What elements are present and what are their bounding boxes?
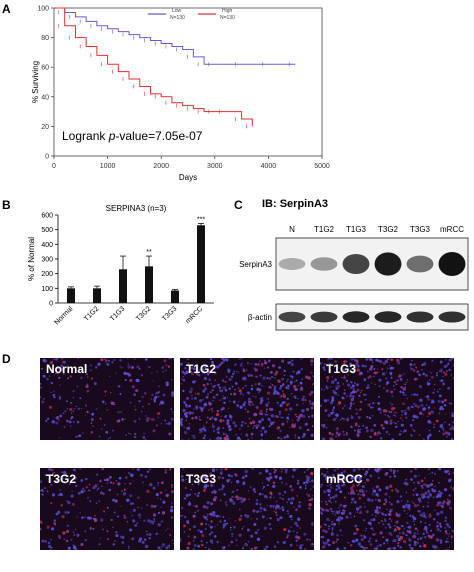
legend-n: N=130 (220, 15, 235, 21)
blot-band (374, 252, 402, 276)
y-tick-label: 0 (49, 301, 53, 308)
survival-chart: 0 1000 2000 3000 4000 5000 0 20 40 60 80 100 Days % S… (31, 6, 330, 183)
lane-label: T3G3 (410, 225, 431, 234)
category-label: T3G2 (135, 305, 152, 322)
blot-band (406, 311, 434, 323)
blot-band (406, 255, 434, 273)
blot-band (310, 311, 338, 323)
lane-label: T1G2 (314, 225, 335, 234)
micrograph-texture (180, 468, 314, 550)
x-tick-label: 4000 (261, 163, 277, 170)
micrograph-label: Normal (46, 362, 88, 376)
micrograph-texture (40, 358, 174, 440)
y-axis-label: % of Normal (27, 237, 36, 281)
bar (171, 290, 179, 303)
micrograph-normal: Normal (40, 358, 174, 440)
micrograph-texture (180, 358, 314, 440)
lane-label: N (289, 225, 295, 234)
legend-name: High (222, 8, 233, 14)
x-tick-label: 2000 (153, 163, 169, 170)
x-tick-label: 5000 (314, 163, 330, 170)
blot-strip (275, 237, 469, 291)
panel-label-d: D (2, 352, 11, 366)
micrograph-texture (320, 468, 454, 550)
y-tick-label: 100 (41, 286, 53, 293)
legend-name: Low (172, 8, 182, 14)
micrograph-mrcc: mRCC (320, 468, 454, 550)
plot-frame (53, 7, 323, 157)
blot-band (342, 311, 370, 323)
blot-band (374, 311, 402, 323)
survival-line-low (54, 7, 296, 65)
bar (67, 288, 75, 303)
bar (93, 288, 101, 303)
micrograph-label: T3G3 (186, 472, 217, 486)
serpina3-bar-chart: 0 100 200 300 400 500 600 SERPINA3 (n=3) % of No… (27, 204, 214, 326)
category-label: T1G2 (83, 305, 100, 322)
micrograph-grid: Normal T1G2 T1G3 T3G2 T3G3 mRCC (40, 358, 470, 572)
panel-label-c: C (234, 198, 243, 212)
blot-band (278, 311, 306, 323)
y-tick-label: 300 (41, 257, 53, 264)
blot-band (342, 254, 370, 274)
blot-strip (275, 303, 469, 331)
y-tick-label: 400 (41, 242, 53, 249)
blot-band (438, 311, 466, 323)
y-tick-label: 600 (41, 213, 53, 220)
micrograph-t3g2: T3G2 (40, 468, 174, 550)
y-tick-label: 20 (41, 124, 49, 131)
legend-n: N=130 (170, 15, 185, 21)
micrograph-texture (40, 468, 174, 550)
blot-row-label: SerpinA3 (239, 260, 272, 269)
western-blot-title: IB: SerpinA3 (262, 198, 329, 210)
lane-label: T3G2 (378, 225, 399, 234)
lane-label: mRCC (440, 225, 464, 234)
category-label: mRCC (185, 305, 205, 325)
x-tick-label: 0 (52, 163, 56, 170)
y-tick-label: 80 (41, 35, 49, 42)
micrograph-label: T1G2 (186, 362, 217, 376)
micrograph-texture (320, 358, 454, 440)
y-tick-label: 200 (41, 271, 53, 278)
micrograph-t1g3: T1G3 (320, 358, 454, 440)
category-label: T1G3 (109, 305, 126, 322)
lane-label: T1G3 (346, 225, 367, 234)
category-label: Normal (54, 305, 75, 326)
x-tick-label: 3000 (207, 163, 223, 170)
bar (119, 269, 127, 303)
micrograph-label: T3G2 (46, 472, 77, 486)
y-tick-label: 500 (41, 227, 53, 234)
y-tick-label: 100 (37, 6, 49, 13)
blot-band (278, 258, 306, 270)
micrograph-t3g3: T3G3 (180, 468, 314, 550)
significance-label: ** (146, 249, 152, 256)
category-label: T3G3 (161, 305, 178, 322)
y-tick-label: 40 (41, 94, 49, 101)
y-axis-label: % Surviving (31, 61, 40, 103)
panel-label-a: A (2, 2, 11, 16)
micrograph-label: mRCC (326, 472, 363, 486)
micrograph-t1g2: T1G2 (180, 358, 314, 440)
x-tick-label: 1000 (100, 163, 116, 170)
chart-title: SERPINA3 (n=3) (106, 204, 167, 213)
y-tick-label: 60 (41, 65, 49, 72)
significance-label: *** (197, 217, 205, 224)
micrograph-label: T1G3 (326, 362, 357, 376)
blot-row-label: β-actin (248, 313, 272, 322)
logrank-annotation: Logrank p-value=7.05e-07 (62, 129, 203, 143)
bar (197, 225, 205, 303)
blot-band (438, 252, 466, 276)
y-tick-label: 0 (45, 154, 49, 161)
western-blot: N T1G2 T1G3 T3G2 T3G3 mRCC SerpinA3 β-actin (239, 225, 469, 331)
survival-line-high (54, 7, 253, 127)
bar (145, 266, 153, 303)
x-axis-label: Days (179, 173, 197, 182)
panel-label-b: B (2, 198, 11, 212)
blot-band (310, 257, 338, 271)
